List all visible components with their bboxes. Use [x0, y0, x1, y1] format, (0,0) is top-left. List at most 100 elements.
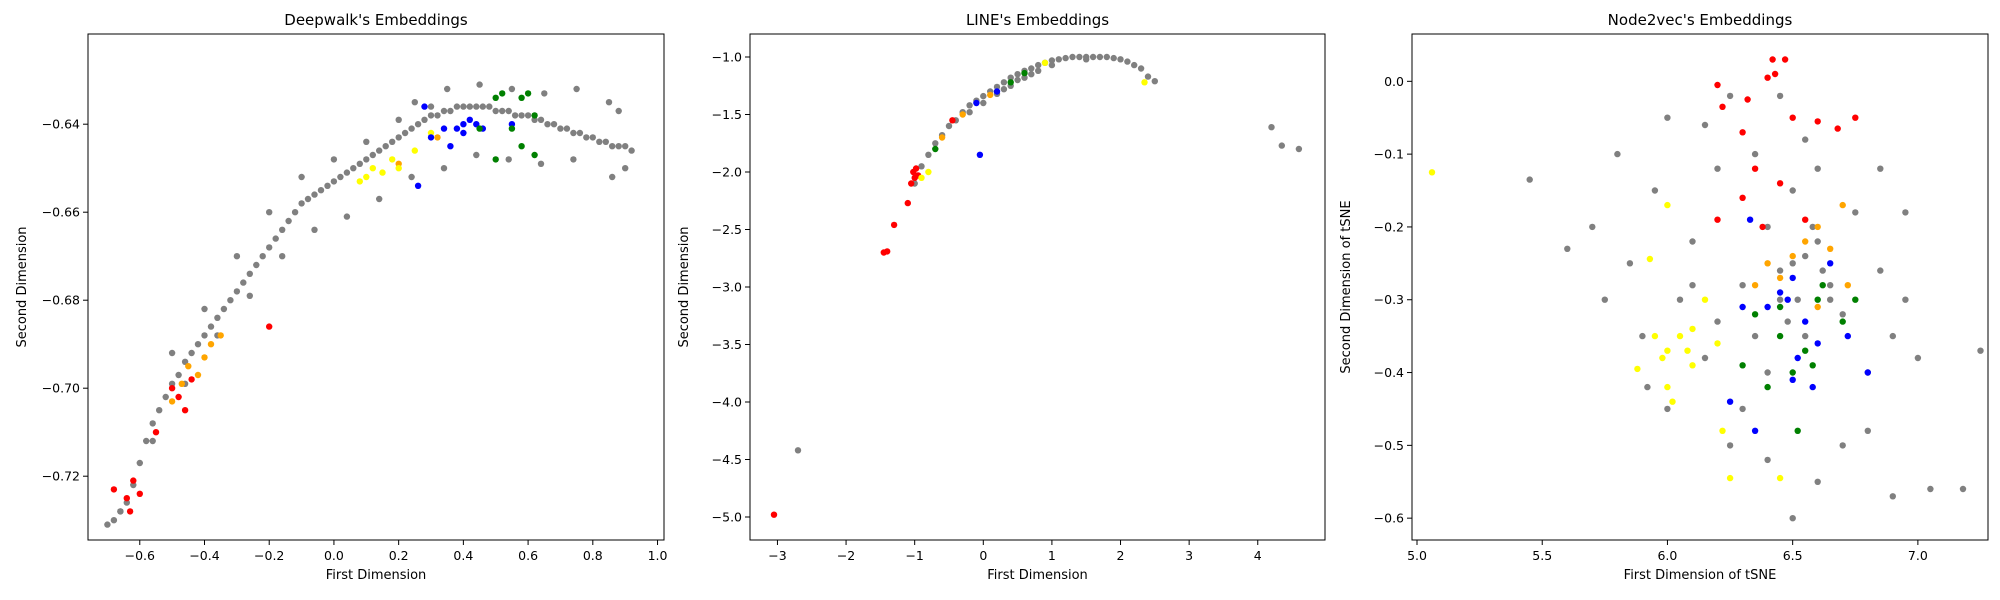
data-point	[411, 147, 418, 154]
data-point	[1714, 318, 1721, 325]
x-tick-label: 5.0	[1407, 548, 1427, 563]
y-axis-label: Second Dimension	[677, 226, 692, 347]
data-point	[136, 490, 143, 497]
data-point	[343, 169, 351, 176]
data-point	[583, 134, 590, 141]
x-axis-label: First Dimension	[326, 568, 427, 583]
data-point	[1028, 65, 1035, 72]
data-point	[1776, 267, 1784, 274]
data-point	[1035, 61, 1042, 69]
data-point	[1889, 332, 1897, 340]
data-point	[505, 156, 512, 163]
data-point	[1124, 58, 1131, 65]
orange-points	[168, 134, 441, 405]
data-point	[541, 90, 548, 97]
data-point	[110, 486, 118, 493]
data-point	[1000, 86, 1008, 93]
yellow-points	[918, 59, 1148, 181]
data-point	[1751, 427, 1759, 434]
data-point	[531, 116, 538, 124]
data-point	[181, 407, 189, 414]
data-point	[1739, 405, 1746, 413]
data-point	[1802, 216, 1809, 223]
data-point	[201, 332, 208, 339]
data-point	[1739, 303, 1746, 311]
data-point	[476, 125, 483, 132]
data-point	[149, 420, 156, 427]
data-point	[1759, 223, 1766, 231]
x-tick-label: −0.6	[125, 548, 155, 563]
data-point	[1789, 515, 1796, 522]
data-point	[330, 156, 338, 163]
data-point	[1144, 73, 1152, 80]
data-point	[175, 371, 182, 379]
data-point	[1877, 267, 1884, 274]
data-point	[576, 129, 584, 137]
data-point	[1814, 478, 1821, 485]
data-point	[207, 323, 215, 330]
data-point	[411, 99, 418, 106]
data-point	[605, 99, 613, 106]
data-point	[1739, 282, 1746, 289]
data-point	[596, 138, 603, 145]
data-point	[473, 121, 480, 128]
data-point	[356, 160, 363, 167]
green-points	[1739, 282, 1859, 434]
data-point	[1110, 54, 1117, 62]
data-point	[1764, 369, 1771, 376]
x-tick-label: 5.5	[1532, 548, 1552, 563]
data-point	[499, 107, 506, 115]
data-point	[573, 85, 580, 93]
x-tick-label: −0.2	[254, 548, 284, 563]
data-point	[1714, 216, 1721, 223]
data-point	[589, 134, 596, 141]
data-point	[1069, 53, 1076, 61]
data-point	[444, 85, 451, 93]
data-point	[609, 143, 616, 150]
data-point	[794, 447, 802, 454]
data-point	[508, 125, 516, 132]
data-point	[976, 151, 984, 158]
data-point	[1021, 74, 1028, 81]
data-point	[932, 145, 939, 153]
data-point	[1626, 260, 1634, 267]
data-point	[1739, 362, 1746, 369]
data-point	[408, 125, 415, 132]
data-point	[1819, 282, 1826, 289]
data-point	[1844, 282, 1852, 289]
data-point	[1789, 252, 1796, 260]
data-point	[1902, 209, 1909, 216]
data-point	[188, 376, 195, 383]
data-point	[1131, 61, 1138, 69]
x-tick-label: 0.0	[324, 548, 344, 563]
data-point	[1852, 209, 1859, 216]
data-point	[557, 125, 564, 132]
data-point	[1764, 74, 1771, 81]
data-point	[987, 91, 994, 99]
data-point	[938, 134, 946, 141]
data-point	[1802, 136, 1809, 143]
data-point	[1664, 405, 1671, 413]
data-point	[1802, 238, 1809, 245]
data-point	[949, 117, 956, 124]
data-point	[492, 94, 499, 102]
data-point	[266, 209, 273, 216]
data-point	[369, 165, 376, 172]
data-point	[1834, 125, 1841, 132]
data-point	[1000, 79, 1008, 86]
data-point	[1726, 92, 1734, 100]
data-point	[453, 125, 461, 132]
data-point	[1927, 485, 1934, 493]
data-point	[1819, 267, 1826, 274]
data-point	[973, 99, 980, 107]
data-point	[214, 314, 221, 321]
data-point	[1839, 201, 1846, 209]
data-point	[1781, 56, 1789, 63]
data-point	[912, 165, 920, 172]
data-point	[492, 107, 499, 115]
data-point	[1789, 376, 1796, 383]
data-point	[1852, 296, 1859, 303]
data-point	[622, 143, 629, 150]
data-point	[1701, 296, 1709, 303]
data-point	[1746, 216, 1754, 223]
